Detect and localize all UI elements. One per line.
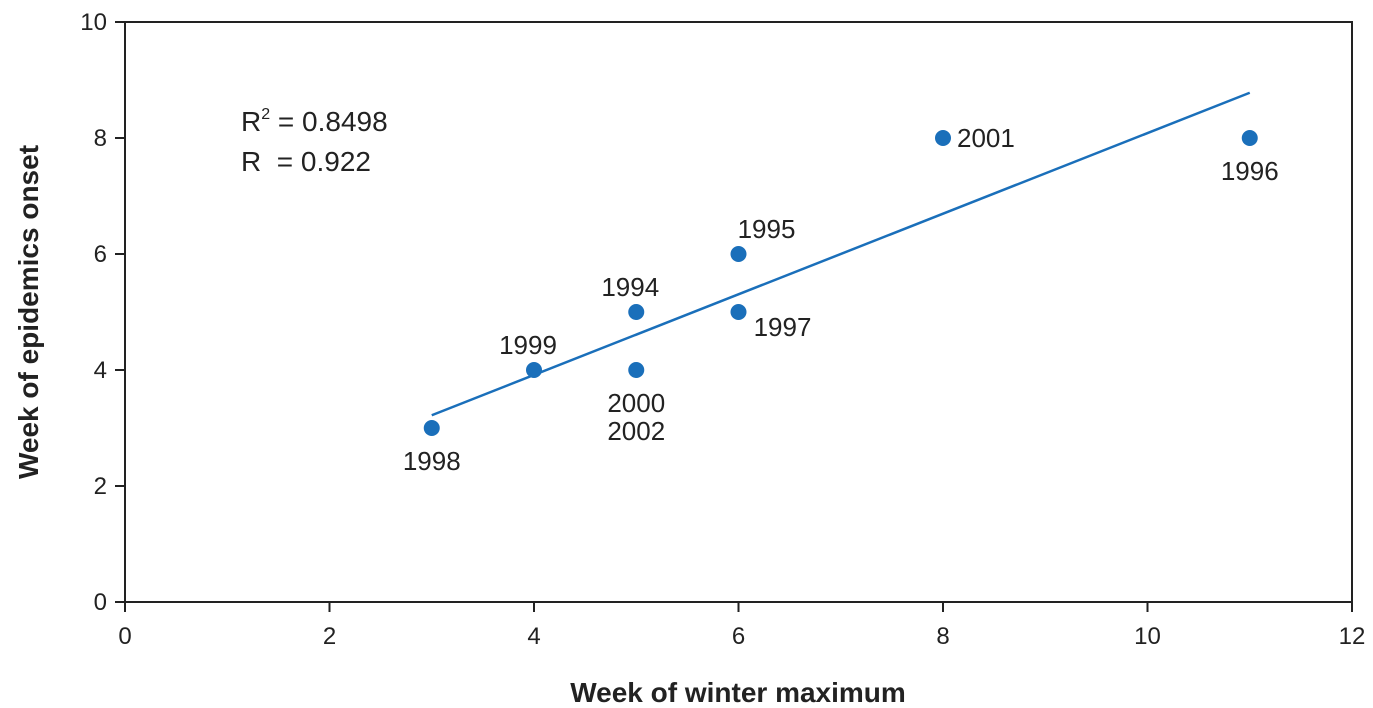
x-tick-label: 12 xyxy=(1339,623,1366,650)
axis-ticks: 0 2 4 6 8 10 12 0 2 4 6 8 10 xyxy=(80,9,1365,650)
r-annotation: R = 0.922 xyxy=(241,146,371,177)
point-label: 1997 xyxy=(754,312,812,342)
r-squared-prefix: R xyxy=(241,106,261,137)
point-label-line: 2000 xyxy=(607,388,665,418)
data-point xyxy=(628,304,645,320)
y-tick-label: 4 xyxy=(94,357,107,384)
point-label-line: 2002 xyxy=(607,416,665,446)
point-label: 1995 xyxy=(738,214,796,244)
point-label: 2001 xyxy=(957,123,1015,153)
y-axis-title: Week of epidemics onset xyxy=(13,145,44,479)
data-point xyxy=(423,420,440,436)
data-point xyxy=(526,362,542,378)
x-tick-label: 2 xyxy=(323,623,336,650)
x-tick-label: 6 xyxy=(732,623,745,650)
data-point xyxy=(628,362,645,378)
point-label: 2000 2002 xyxy=(607,388,665,446)
x-tick-label: 8 xyxy=(936,623,949,650)
y-tick-label: 10 xyxy=(80,9,107,36)
point-label: 1999 xyxy=(499,330,557,360)
point-label: 1998 xyxy=(403,446,461,476)
x-axis-title: Week of winter maximum xyxy=(570,677,906,708)
data-point xyxy=(1241,130,1258,146)
y-tick-label: 0 xyxy=(94,589,107,616)
r-squared-value: = 0.8498 xyxy=(270,106,388,137)
x-tick-label: 4 xyxy=(527,623,540,650)
y-tick-label: 6 xyxy=(94,241,107,268)
r-squared-annotation: R2 = 0.8498 xyxy=(241,106,388,137)
y-tick-label: 8 xyxy=(94,125,107,152)
data-point xyxy=(935,130,951,146)
trendline xyxy=(431,91,1251,417)
x-tick-label: 10 xyxy=(1134,623,1161,650)
y-tick-label: 2 xyxy=(94,473,107,500)
data-points: 1998 1999 1994 2000 2002 1995 1997 2001 1996 xyxy=(403,123,1279,476)
x-tick-label: 0 xyxy=(118,623,131,650)
point-label: 1994 xyxy=(601,272,659,302)
point-label: 1996 xyxy=(1221,156,1279,186)
data-point xyxy=(730,304,747,320)
data-point xyxy=(730,246,747,262)
trendline-group xyxy=(431,91,1251,417)
r-squared-superscript: 2 xyxy=(261,106,270,123)
